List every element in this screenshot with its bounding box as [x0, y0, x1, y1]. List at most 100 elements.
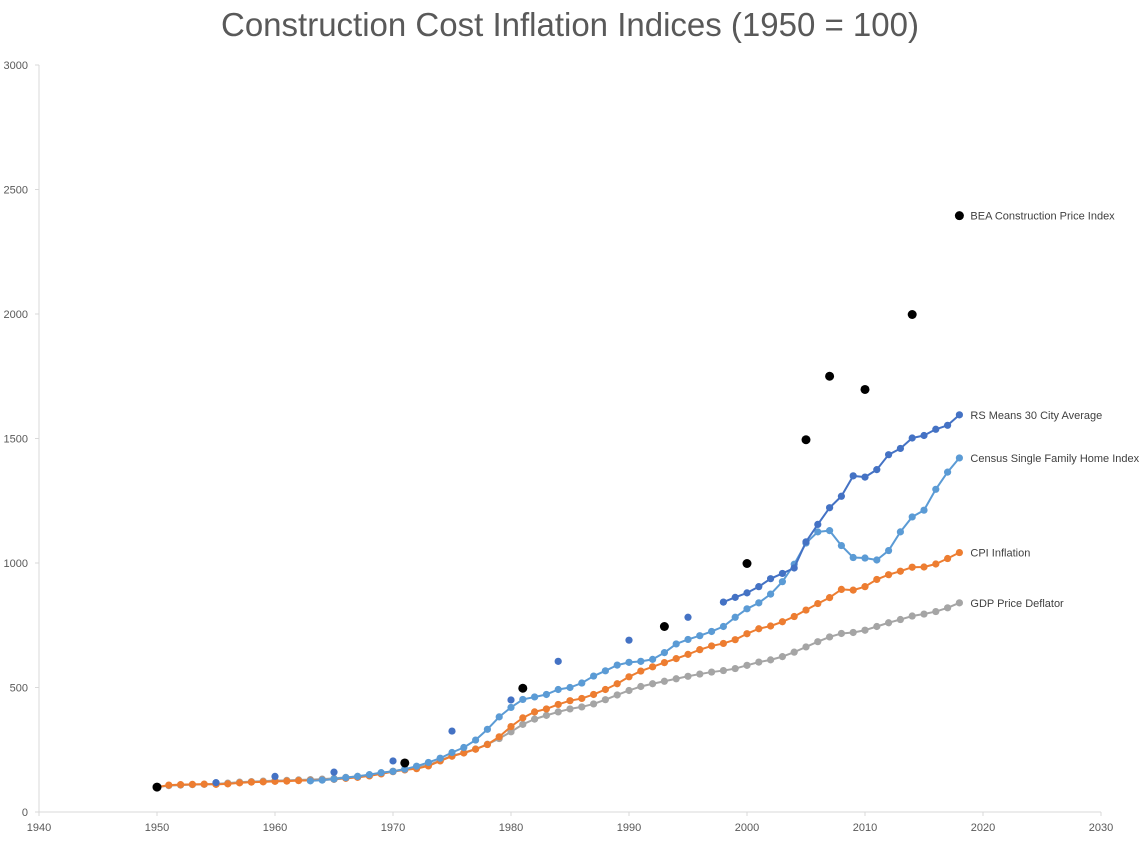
gdp-price-deflator-point — [814, 638, 822, 646]
cpi-inflation-point — [601, 685, 610, 694]
census-single-family-home-index-point — [601, 667, 610, 675]
cpi-inflation-point — [566, 697, 574, 705]
cpi-inflation-point — [507, 722, 515, 731]
y-tick-label: 1000 — [4, 558, 28, 570]
gdp-price-deflator-point — [849, 628, 857, 637]
cpi-inflation-point — [236, 779, 244, 787]
series-rs-means-30-city-average — [212, 411, 964, 787]
gdp-price-deflator-point — [861, 626, 869, 634]
cpi-inflation-point — [908, 563, 916, 571]
gdp-price-deflator-point — [696, 670, 704, 678]
cpi-inflation-point — [684, 650, 692, 658]
y-tick-label: 1500 — [4, 434, 28, 446]
gdp-price-deflator-line — [156, 601, 960, 789]
census-single-family-home-index-point — [873, 556, 881, 564]
gdp-price-deflator-point — [507, 728, 515, 736]
census-single-family-home-index-point — [424, 758, 432, 767]
census-single-family-home-index-point — [389, 767, 397, 776]
rs-means-30-city-average-point — [212, 779, 220, 787]
rs-means-30-city-average-point — [955, 411, 964, 419]
census-single-family-home-index-point — [354, 772, 362, 780]
cpi-inflation-point — [896, 567, 905, 575]
cpi-inflation-point — [837, 585, 846, 593]
series-label-census-single-family-home-index: Census Single Family Home Index — [970, 453, 1139, 465]
rs-means-30-city-average-point — [330, 768, 338, 776]
gdp-price-deflator-point — [531, 715, 539, 723]
gdp-price-deflator-point — [944, 604, 952, 612]
cpi-inflation-point — [719, 639, 728, 648]
census-single-family-home-index-point — [507, 703, 515, 712]
gdp-price-deflator-point — [590, 700, 598, 708]
cpi-inflation-point — [295, 777, 303, 785]
census-single-family-home-index-point — [342, 774, 350, 782]
y-tick-label: 2500 — [4, 185, 28, 197]
census-single-family-home-index-point — [566, 683, 574, 692]
cpi-inflation-point — [590, 690, 598, 699]
gdp-price-deflator-point — [554, 708, 562, 716]
gdp-price-deflator-point — [896, 615, 905, 624]
census-single-family-home-index-point — [778, 578, 787, 586]
series-bea-construction-price-index — [152, 211, 964, 792]
gdp-price-deflator-point — [731, 664, 739, 673]
cpi-inflation-point — [920, 563, 928, 571]
census-single-family-home-index-point — [613, 661, 621, 669]
cpi-inflation-point — [188, 780, 196, 788]
x-tick-label: 2020 — [971, 822, 995, 834]
chart-title: Construction Cost Inflation Indices (195… — [221, 6, 919, 43]
bea-construction-price-index-point — [659, 621, 669, 631]
gdp-price-deflator-point — [885, 619, 893, 627]
bea-construction-price-index-point — [518, 683, 528, 693]
rs-means-30-city-average-point — [849, 472, 857, 480]
census-single-family-home-index-point — [684, 635, 692, 644]
rs-means-30-city-average-point — [554, 657, 562, 665]
gdp-price-deflator-point — [660, 677, 669, 685]
rs-means-30-city-average-point — [944, 421, 952, 429]
series-label-gdp-price-deflator: GDP Price Deflator — [970, 598, 1064, 610]
bea-construction-price-index-point — [907, 309, 917, 319]
cpi-inflation-point — [460, 749, 468, 757]
cpi-inflation-point — [755, 625, 763, 633]
cpi-inflation-point — [814, 599, 822, 608]
x-tick-label: 2000 — [735, 822, 759, 834]
bea-construction-price-index-point — [152, 782, 162, 792]
rs-means-30-city-average-point — [271, 772, 279, 780]
census-single-family-home-index-point — [896, 528, 905, 536]
gdp-price-deflator-point — [767, 656, 775, 664]
cpi-inflation-point — [731, 636, 739, 644]
cpi-inflation-point — [802, 606, 810, 614]
x-tick-label: 2010 — [853, 822, 877, 834]
x-tick-label: 1970 — [381, 822, 405, 834]
x-tick-label: 1940 — [27, 822, 51, 834]
census-single-family-home-index-point — [767, 590, 775, 598]
series-label-cpi-inflation: CPI Inflation — [970, 548, 1030, 560]
cpi-inflation-point — [660, 659, 669, 667]
x-tick-label: 1950 — [145, 822, 169, 834]
gdp-price-deflator-point — [519, 720, 527, 728]
rs-means-30-city-average-point — [743, 589, 751, 597]
bea-construction-price-index-point — [742, 558, 752, 568]
series-label-rs-means-30-city-average: RS Means 30 City Average — [970, 410, 1102, 422]
series-cpi-inflation — [153, 548, 964, 791]
rs-means-30-city-average-point — [908, 434, 916, 442]
cpi-inflation-point — [531, 708, 539, 716]
gdp-price-deflator-point — [613, 691, 621, 699]
rs-means-30-city-average-point — [896, 444, 905, 453]
cpi-inflation-point — [672, 655, 680, 663]
gdp-price-deflator-point — [672, 675, 680, 683]
census-single-family-home-index-point — [483, 725, 491, 733]
census-single-family-home-index-point — [755, 599, 763, 607]
census-single-family-home-index-point — [472, 736, 480, 744]
cpi-inflation-point — [708, 642, 716, 650]
rs-means-30-city-average-point — [507, 696, 515, 704]
rs-means-30-city-average-point — [826, 504, 834, 512]
gdp-price-deflator-point — [542, 711, 551, 719]
census-single-family-home-index-point — [330, 775, 338, 783]
rs-means-30-city-average-point — [731, 593, 739, 601]
census-single-family-home-index-point — [531, 693, 539, 701]
cpi-inflation-point — [696, 646, 704, 654]
census-single-family-home-index-point — [908, 513, 916, 521]
census-single-family-home-index-point — [377, 769, 385, 777]
rs-means-30-city-average-point — [790, 564, 798, 572]
census-single-family-home-index-point — [649, 655, 657, 663]
census-single-family-home-index-point — [306, 777, 314, 785]
